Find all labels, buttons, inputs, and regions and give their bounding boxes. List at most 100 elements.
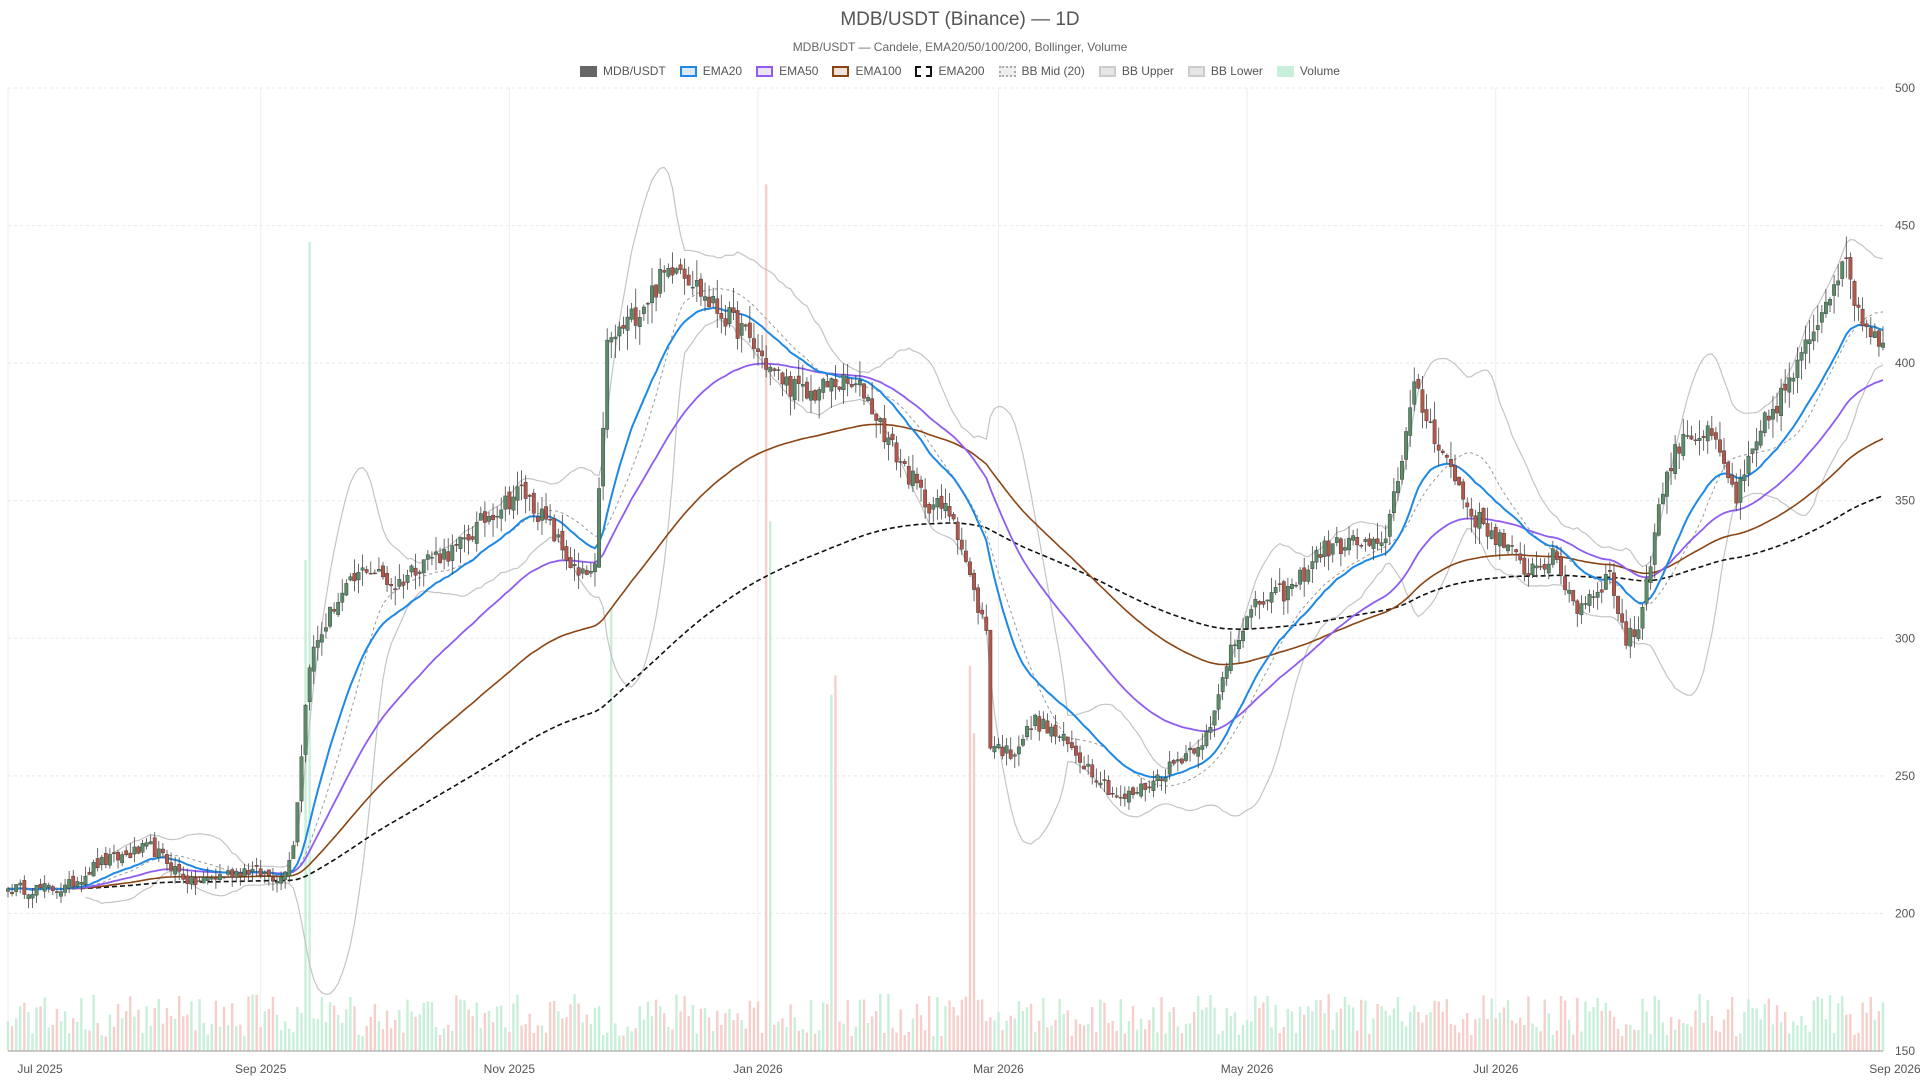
x-tick-label: Jul 2026 <box>1473 1062 1519 1076</box>
volume-bar <box>1327 994 1330 1051</box>
volume-bar <box>1873 1019 1877 1051</box>
volume-bar <box>532 1033 536 1051</box>
candle-body <box>1269 592 1274 603</box>
candle-body <box>1575 600 1580 614</box>
candle-body <box>99 856 104 866</box>
candle-layer <box>6 236 1885 909</box>
volume-bar <box>141 1032 144 1051</box>
candle-body <box>531 492 536 514</box>
volume-bar <box>769 521 772 1051</box>
candle-body <box>466 534 471 541</box>
volume-bar <box>923 1030 927 1051</box>
volume-bar <box>764 184 768 1052</box>
volume-bar <box>1054 1020 1057 1051</box>
candle-body <box>1135 792 1139 794</box>
volume-bar <box>129 996 132 1051</box>
volume-bar <box>1449 1023 1453 1051</box>
candle-body <box>1167 761 1172 775</box>
volume-bar <box>870 1016 874 1051</box>
candle-body <box>540 508 544 521</box>
candle-body <box>780 372 785 385</box>
volume-bar <box>1563 1000 1567 1051</box>
candle-body <box>18 882 23 886</box>
candle-body <box>1249 609 1254 618</box>
candle-body <box>1334 537 1339 543</box>
candle-body <box>1025 726 1029 738</box>
volume-bar <box>1070 1035 1074 1051</box>
candle-body <box>776 369 781 371</box>
candle-body <box>1526 573 1531 576</box>
candle-body <box>853 383 858 385</box>
candle-body <box>984 616 989 631</box>
candle-body <box>597 488 601 568</box>
candle-body <box>1591 596 1596 598</box>
legend-item[interactable]: EMA100 <box>832 64 901 78</box>
volume-bar <box>463 1000 466 1051</box>
candle-body <box>160 848 165 854</box>
volume-bar <box>1168 1011 1171 1051</box>
legend-item[interactable]: MDB/USDT <box>580 64 666 78</box>
volume-bar <box>1629 1024 1632 1051</box>
candle-body <box>1069 742 1074 748</box>
legend-item[interactable]: BB Mid (20) <box>998 64 1085 78</box>
candle-body <box>601 427 606 487</box>
candle-body <box>796 375 801 384</box>
candle-body <box>1872 331 1877 338</box>
volume-bar <box>1135 1029 1139 1051</box>
volume-bar <box>1649 1034 1652 1051</box>
candle-body <box>413 567 418 576</box>
legend-item[interactable]: EMA50 <box>756 64 818 78</box>
legend-item[interactable]: EMA200 <box>915 64 985 78</box>
candle-body <box>234 870 239 878</box>
candle-body <box>1534 565 1539 569</box>
volume-bar <box>683 996 686 1051</box>
candle-body <box>1742 474 1747 481</box>
candle-body <box>470 536 475 540</box>
volume-bar <box>1661 1022 1665 1051</box>
candle-body <box>894 442 899 463</box>
volume-bar <box>479 1028 483 1051</box>
legend-item[interactable]: BB Upper <box>1098 64 1174 78</box>
candle-body <box>230 869 235 878</box>
legend-item[interactable]: Volume <box>1276 64 1340 78</box>
legend-label: EMA20 <box>702 64 743 78</box>
volume-bar <box>1404 1026 1408 1051</box>
candle-body <box>246 869 251 875</box>
candle-body <box>442 549 447 560</box>
volume-bar <box>418 1014 421 1051</box>
volume-bar <box>451 1030 454 1051</box>
volume-bar <box>112 1026 116 1051</box>
volume-bar <box>1531 1023 1534 1051</box>
candle-body <box>364 569 369 573</box>
x-tick-label: Sep 2025 <box>235 1062 287 1076</box>
legend-item[interactable]: BB Lower <box>1187 64 1263 78</box>
volume-bar <box>88 1030 91 1051</box>
legend-item[interactable]: EMA20 <box>679 64 743 78</box>
candle-body <box>1143 782 1148 790</box>
volume-bar <box>133 1016 136 1051</box>
volume-bar <box>634 1028 637 1051</box>
candle-body <box>552 518 557 542</box>
candle-body <box>1518 553 1523 561</box>
volume-bar <box>605 1032 609 1051</box>
volume-bar <box>1775 1005 1779 1051</box>
volume-bar <box>1066 1010 1069 1051</box>
volume-bar <box>1767 998 1771 1051</box>
volume-bar <box>1804 1025 1807 1051</box>
candle-body <box>1253 599 1258 608</box>
volume-bar <box>1612 1016 1616 1051</box>
candle-body <box>1008 749 1013 759</box>
candle-body <box>1583 603 1588 605</box>
candle-body <box>1506 544 1510 552</box>
ema20-line <box>7 306 1884 891</box>
volume-bar <box>271 996 275 1051</box>
volume-bar <box>116 1003 120 1051</box>
volume-bar <box>19 1006 22 1051</box>
volume-bar <box>1494 1018 1497 1051</box>
candle-body <box>91 862 96 877</box>
candle-body <box>1628 627 1633 647</box>
candle-body <box>1155 774 1160 782</box>
volume-bar <box>1816 996 1819 1051</box>
volume-bar <box>332 1005 336 1051</box>
candle-body <box>173 866 178 875</box>
